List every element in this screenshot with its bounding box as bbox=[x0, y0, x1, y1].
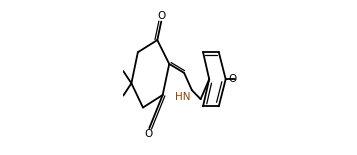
Text: O: O bbox=[144, 129, 152, 139]
Text: O: O bbox=[228, 74, 237, 84]
Text: HN: HN bbox=[175, 92, 191, 102]
Text: O: O bbox=[158, 11, 166, 21]
